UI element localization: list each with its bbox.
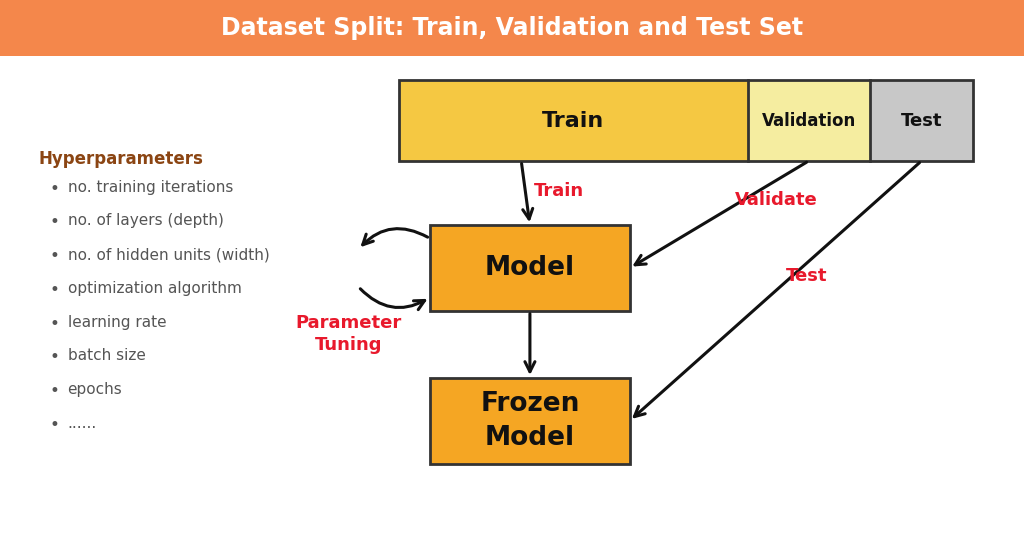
FancyBboxPatch shape (870, 80, 973, 161)
Text: no. training iterations: no. training iterations (68, 180, 232, 195)
Text: optimization algorithm: optimization algorithm (68, 281, 242, 296)
FancyBboxPatch shape (430, 225, 630, 311)
Text: Model: Model (484, 255, 575, 281)
Text: Train: Train (543, 110, 604, 131)
Text: Dataset Split: Train, Validation and Test Set: Dataset Split: Train, Validation and Tes… (221, 16, 803, 40)
Text: Test: Test (786, 267, 827, 285)
Text: Hyperparameters: Hyperparameters (39, 150, 204, 168)
Text: Test: Test (901, 111, 942, 130)
Text: •: • (49, 281, 59, 299)
Text: batch size: batch size (68, 348, 145, 363)
Text: epochs: epochs (68, 382, 122, 397)
Text: Train: Train (534, 182, 584, 200)
Text: Validation: Validation (762, 111, 856, 130)
FancyBboxPatch shape (399, 80, 748, 161)
Text: learning rate: learning rate (68, 315, 166, 330)
Text: •: • (49, 247, 59, 265)
Text: Parameter
Tuning: Parameter Tuning (295, 314, 401, 354)
Text: no. of layers (depth): no. of layers (depth) (68, 213, 223, 228)
Text: ......: ...... (68, 416, 97, 431)
Text: Validate: Validate (735, 191, 817, 209)
Text: no. of hidden units (width): no. of hidden units (width) (68, 247, 269, 262)
Text: •: • (49, 315, 59, 333)
FancyBboxPatch shape (748, 80, 870, 161)
Text: •: • (49, 416, 59, 434)
Bar (0, 0, 1024, 56)
FancyBboxPatch shape (430, 378, 630, 464)
Text: •: • (49, 348, 59, 367)
Text: •: • (49, 180, 59, 198)
Text: •: • (49, 382, 59, 400)
Text: •: • (49, 213, 59, 232)
Text: Frozen
Model: Frozen Model (480, 391, 580, 451)
